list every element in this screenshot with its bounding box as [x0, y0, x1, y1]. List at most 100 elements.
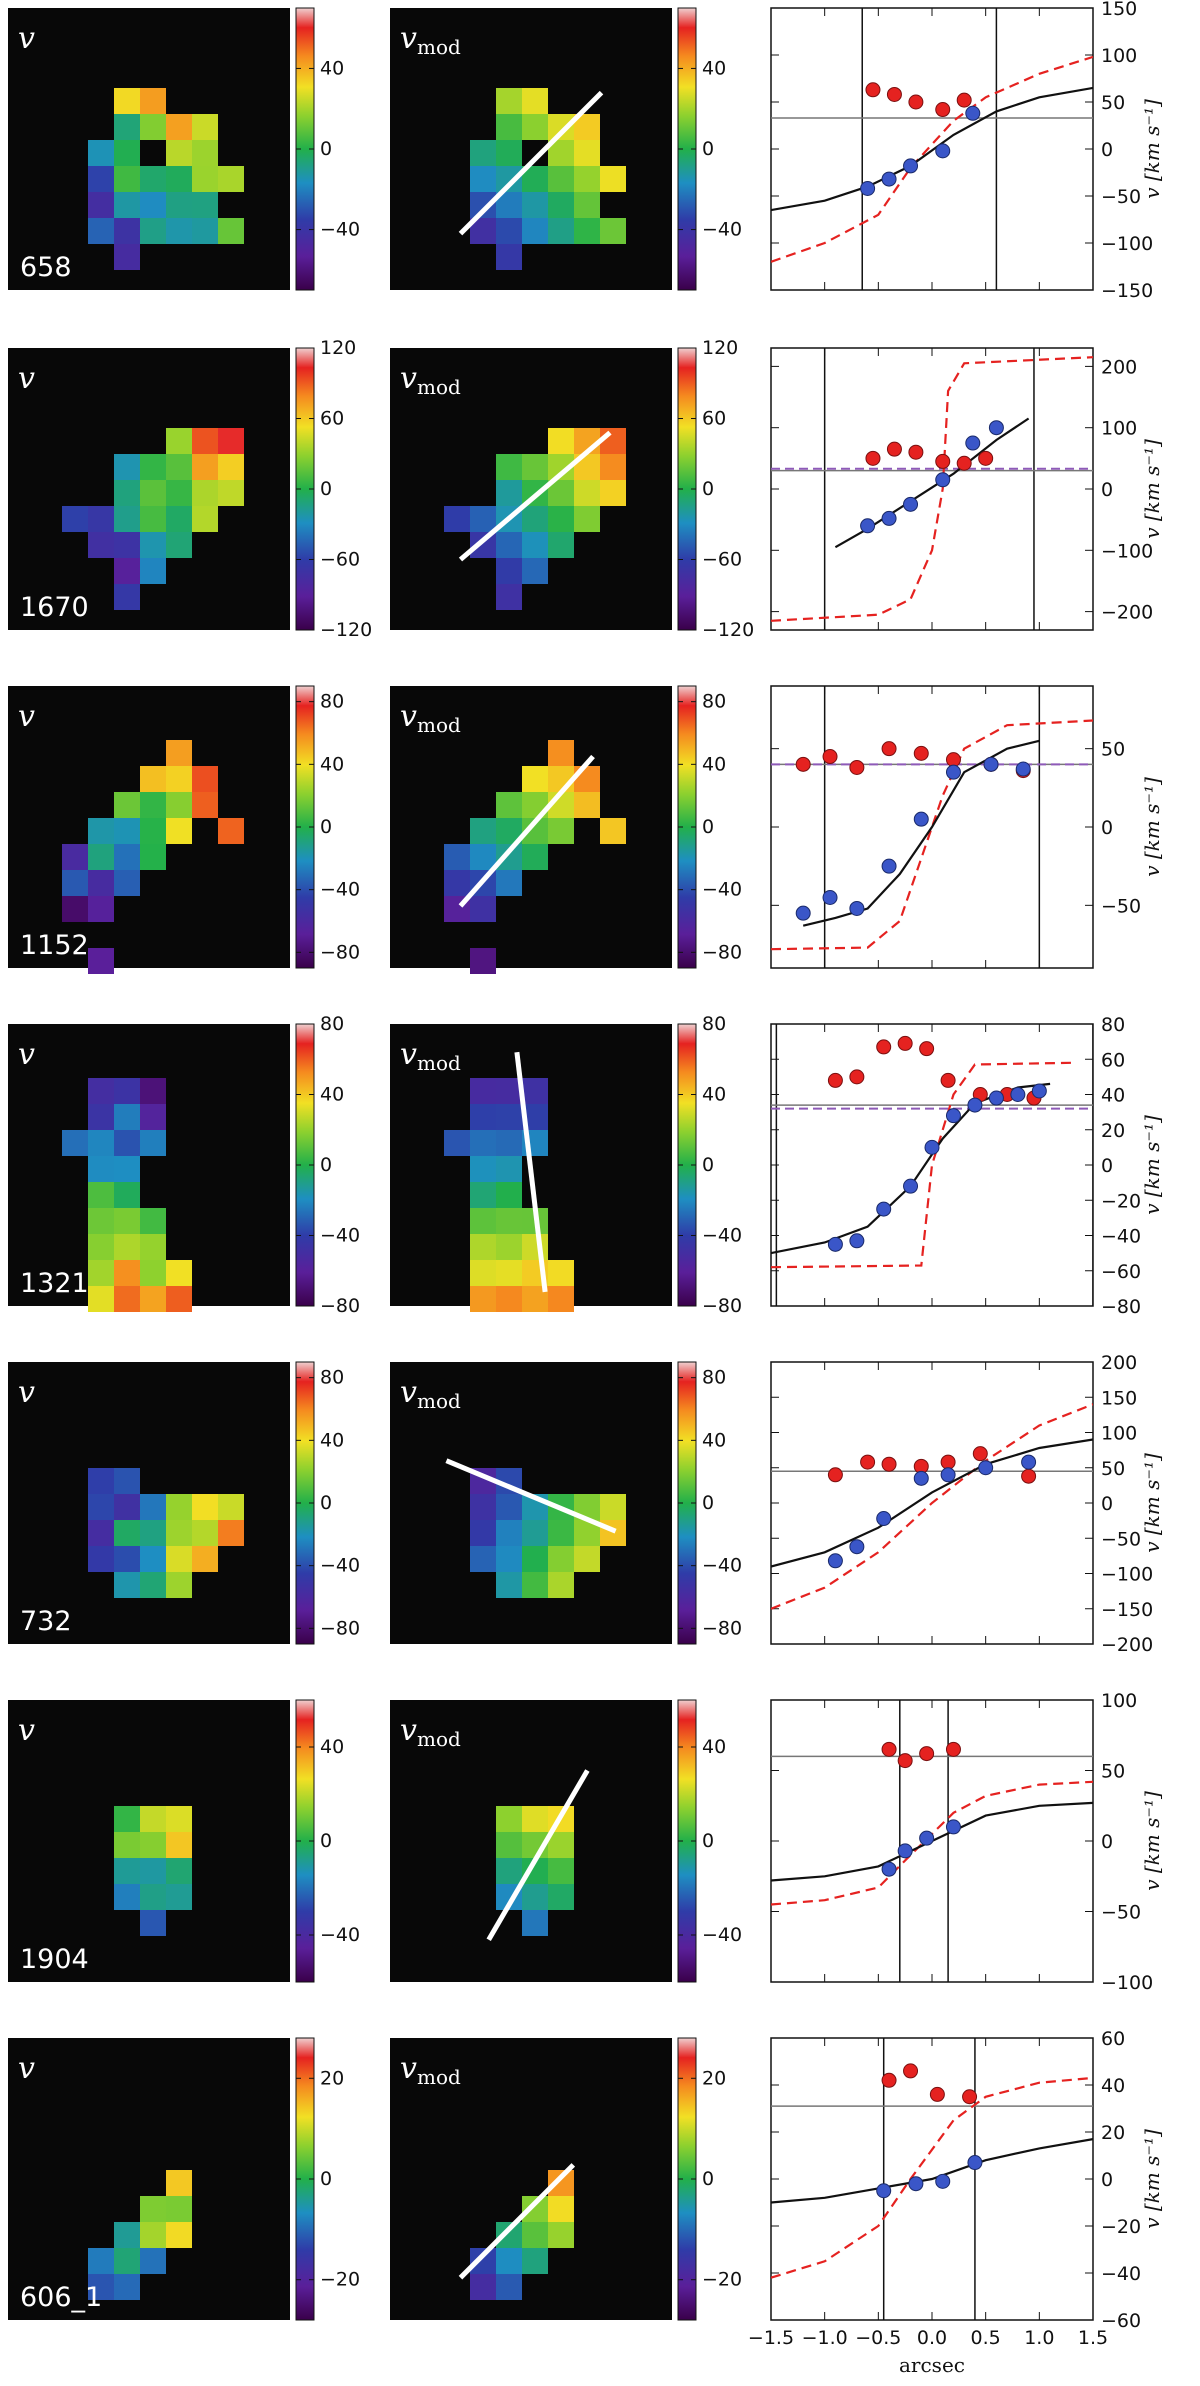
- colorbar-tick-label: 40: [702, 1084, 726, 1106]
- map-pixel: [496, 1104, 522, 1130]
- colorbar-tick-label: −20: [320, 2269, 360, 2291]
- map-pixel: [88, 1156, 114, 1182]
- colorbar-tick-label: −40: [702, 1924, 742, 1946]
- map-pixel: [114, 192, 140, 218]
- map-pixel: [548, 2196, 574, 2222]
- observed-velocity-map: 80 40 0 −40 −80 v 1152: [8, 685, 360, 974]
- dispersion-point: [919, 1041, 935, 1057]
- rotation-curve-1670: 200 100 0 −100 −200 v [km s⁻¹]: [770, 347, 1164, 631]
- map-pixel: [522, 114, 548, 140]
- y-tick-label: 0: [1101, 1831, 1113, 1853]
- map-pixel: [140, 792, 166, 818]
- velocity-point: [860, 180, 876, 196]
- dispersion-point: [972, 1446, 988, 1462]
- map-pixel: [548, 1260, 574, 1286]
- y-tick-label: 100: [1101, 1423, 1137, 1445]
- map-pixel: [140, 1234, 166, 1260]
- velocity-point: [988, 420, 1004, 436]
- colorbar-tick-label: 40: [320, 57, 344, 79]
- map-pixel: [496, 1546, 522, 1572]
- velocity-point: [1015, 761, 1031, 777]
- model-velocity-map: 80 40 0 −40 −80 v mod: [390, 1013, 742, 1317]
- map-pixel: [496, 870, 522, 896]
- major-axis-line: [458, 430, 612, 562]
- map-pixel: [166, 1832, 192, 1858]
- observed-velocity-map: 40 0 −40 v 658: [8, 7, 360, 291]
- map-label-model-sub: mod: [417, 2065, 461, 2089]
- map-pixel: [548, 766, 574, 792]
- map-pixel: [496, 88, 522, 114]
- colorbar-tick-label: 0: [320, 816, 332, 838]
- rotation-curve-1321: 80 60 40 20 0 −20 −40 −60 −80 v [km s⁻¹]: [770, 1014, 1164, 1318]
- colorbar-tick-label: 0: [702, 1154, 714, 1176]
- y-tick-label: −150: [1101, 1599, 1153, 1621]
- colorbar-tick-label: 80: [702, 1013, 726, 1035]
- colorbar-tick-label: 40: [320, 1736, 344, 1758]
- map-pixel: [166, 1286, 192, 1312]
- velocity-point: [849, 1233, 865, 1249]
- map-pixel: [192, 218, 218, 244]
- y-tick-label: 0: [1101, 139, 1113, 161]
- map-pixel: [548, 740, 574, 766]
- map-pixel: [470, 1520, 496, 1546]
- model-velocity-map: 20 0 −20 v mod: [390, 2037, 742, 2321]
- map-pixel: [114, 1832, 140, 1858]
- rc-frame: [770, 7, 1094, 291]
- map-pixel: [548, 818, 574, 844]
- map-pixel: [166, 192, 192, 218]
- map-pixel: [548, 1832, 574, 1858]
- model-velocity-map: 80 40 0 −40 −80 v mod: [390, 1361, 742, 1645]
- y-axis-label: v [km s⁻¹]: [1140, 99, 1164, 199]
- y-tick-label: −60: [1101, 2310, 1141, 2332]
- map-pixel: [522, 2248, 548, 2274]
- dispersion-point: [881, 741, 897, 757]
- map-pixel: [496, 1182, 522, 1208]
- map-pixel: [140, 844, 166, 870]
- velocity-point: [897, 1843, 913, 1859]
- map-pixel: [166, 1260, 192, 1286]
- map-pixel: [496, 244, 522, 270]
- y-tick-label: −200: [1101, 602, 1153, 624]
- colorbar-tick-label: −80: [702, 941, 742, 963]
- dispersion-point: [945, 752, 961, 768]
- x-tick-label: −0.5: [855, 2327, 901, 2349]
- map-pixel: [444, 870, 470, 896]
- intrinsic-model-curve: [771, 1403, 1093, 1610]
- y-axis-label: v [km s⁻¹]: [1140, 439, 1164, 539]
- dispersion-point: [849, 759, 865, 775]
- map-pixel: [114, 1806, 140, 1832]
- map-pixel: [88, 1286, 114, 1312]
- map-pixel: [88, 870, 114, 896]
- map-pixel: [548, 1520, 574, 1546]
- colorbar-tick-label: 0: [320, 478, 332, 500]
- map-pixel: [218, 218, 244, 244]
- dispersion-point: [956, 92, 972, 108]
- velocity-point: [881, 171, 897, 187]
- y-tick-label: −50: [1101, 1528, 1141, 1550]
- map-pixel: [140, 766, 166, 792]
- map-pixel: [166, 428, 192, 454]
- intrinsic-model-curve: [771, 719, 1093, 951]
- velocity-point: [822, 890, 838, 905]
- map-pixel: [496, 2274, 522, 2300]
- galaxy-id-label: 1904: [20, 1944, 89, 1975]
- colorbar-tick-label: −40: [702, 1555, 742, 1577]
- map-pixel: [166, 506, 192, 532]
- map-pixel: [62, 506, 88, 532]
- map-label-model-sub: mod: [417, 1051, 461, 1075]
- map-pixel: [166, 766, 192, 792]
- map-pixel: [192, 506, 218, 532]
- map-pixel: [470, 948, 496, 974]
- dispersion-point: [929, 2086, 945, 2102]
- y-tick-label: −50: [1101, 186, 1141, 208]
- map-label-model: v: [400, 1713, 417, 1748]
- map-label-model-sub: mod: [417, 1389, 461, 1413]
- map-pixel: [114, 1260, 140, 1286]
- model-velocity-map: 120 60 0 −60 −120 v mod: [390, 337, 754, 641]
- map-pixel: [522, 1910, 548, 1936]
- velocity-point: [795, 905, 811, 921]
- map-pixel: [496, 584, 522, 610]
- map-pixel: [218, 1520, 244, 1546]
- velocity-point: [903, 1178, 919, 1194]
